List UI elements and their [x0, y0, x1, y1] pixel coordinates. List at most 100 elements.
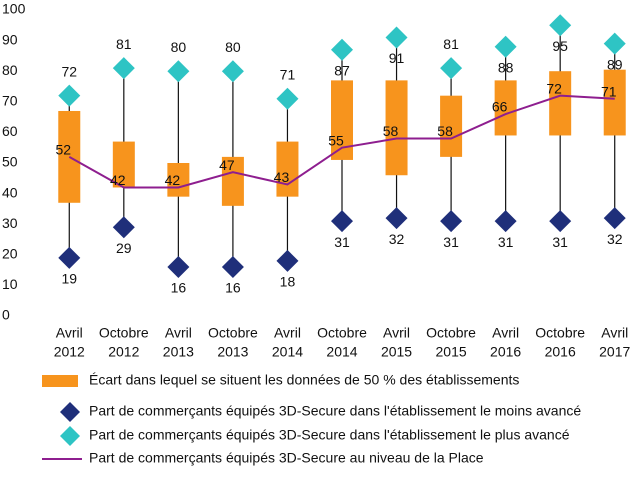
data-label: 71 — [601, 83, 617, 99]
data-label: 31 — [552, 234, 568, 250]
y-tick-label: 20 — [2, 246, 18, 262]
diamond-marker — [331, 210, 353, 233]
data-label: 16 — [225, 280, 241, 296]
diamond-marker — [112, 57, 135, 80]
data-label: 80 — [171, 39, 187, 55]
y-tick-label: 40 — [2, 184, 18, 200]
y-tick-label: 0 — [2, 307, 10, 323]
x-tick-label: 2016 — [490, 344, 521, 360]
range-box — [112, 141, 135, 188]
data-label: 32 — [389, 231, 405, 247]
x-tick-label: 2014 — [326, 344, 357, 360]
x-tick-label: Avril — [165, 325, 192, 341]
diamond-marker — [276, 87, 299, 110]
range-box — [440, 95, 463, 157]
diamond-marker — [440, 57, 463, 80]
diamond-marker — [112, 216, 135, 239]
data-label: 95 — [552, 38, 568, 54]
y-tick-label: 90 — [2, 31, 18, 47]
data-label: 71 — [280, 66, 296, 82]
data-label: 18 — [280, 274, 296, 290]
y-tick-label: 70 — [2, 93, 18, 109]
diamond-marker — [385, 26, 408, 49]
diamond-marker — [385, 207, 408, 230]
range-box — [549, 71, 572, 136]
data-label: 87 — [334, 62, 350, 78]
data-label: 43 — [274, 169, 290, 185]
x-tick-label: 2012 — [54, 344, 85, 360]
data-label: 58 — [437, 123, 453, 139]
y-tick-label: 50 — [2, 154, 18, 170]
data-label: 72 — [61, 63, 77, 79]
y-tick-label: 30 — [2, 215, 18, 231]
data-label: 81 — [443, 36, 459, 52]
legend-label: Part de commerçants équipés 3D-Secure da… — [89, 427, 570, 443]
data-label: 66 — [492, 99, 508, 115]
x-tick-label: Avril — [492, 325, 519, 341]
diamond-marker — [549, 210, 572, 233]
diamond-marker — [58, 246, 81, 269]
x-tick-label: 2015 — [381, 344, 412, 360]
range-box — [221, 156, 244, 206]
range-box — [385, 80, 408, 176]
data-label: 81 — [116, 36, 132, 52]
data-label: 47 — [219, 157, 235, 173]
diamond-marker — [167, 256, 190, 279]
data-label: 29 — [116, 240, 132, 256]
data-label: 16 — [171, 280, 187, 296]
y-tick-label: 60 — [2, 123, 18, 139]
y-tick-label: 80 — [2, 62, 18, 78]
x-tick-label: 2013 — [217, 344, 248, 360]
diamond-marker — [221, 256, 244, 279]
range-box — [494, 80, 517, 136]
legend-label: Écart dans lequel se situent les données… — [89, 372, 519, 388]
x-tick-label: 2012 — [108, 344, 139, 360]
data-label: 58 — [383, 123, 399, 139]
x-tick-label: 2013 — [163, 344, 194, 360]
diamond-marker — [58, 84, 81, 107]
data-label: 31 — [443, 234, 459, 250]
data-label: 91 — [389, 50, 405, 66]
x-tick-label: 2016 — [545, 344, 576, 360]
x-tick-label: Avril — [56, 325, 83, 341]
legend-label: Part de commerçants équipés 3D-Secure da… — [89, 403, 581, 419]
data-label: 32 — [607, 231, 623, 247]
x-tick-label: Octobre — [535, 325, 585, 341]
x-tick-label: Avril — [383, 325, 410, 341]
data-label: 42 — [110, 172, 126, 188]
x-tick-label: Octobre — [426, 325, 476, 341]
x-tick-label: 2015 — [436, 344, 467, 360]
diamond-marker — [167, 60, 190, 83]
data-label: 72 — [546, 80, 562, 96]
y-tick-label: 10 — [2, 276, 18, 292]
legend-swatch — [42, 375, 78, 387]
diamond-marker — [549, 14, 572, 37]
legend-label: Part de commerçants équipés 3D-Secure au… — [89, 450, 484, 466]
legend-swatch — [60, 426, 80, 446]
data-label: 80 — [225, 39, 241, 55]
y-tick-label: 100 — [2, 1, 26, 17]
x-tick-label: 2014 — [272, 344, 303, 360]
data-label: 19 — [61, 271, 77, 287]
data-label: 31 — [334, 234, 350, 250]
x-tick-label: Octobre — [99, 325, 149, 341]
diamond-marker — [603, 207, 626, 230]
data-label: 42 — [165, 172, 181, 188]
diamond-marker — [494, 35, 517, 58]
legend-swatch — [60, 402, 80, 422]
x-tick-label: Octobre — [208, 325, 258, 341]
range-box — [331, 80, 353, 160]
diamond-marker — [276, 249, 299, 272]
x-tick-label: Avril — [601, 325, 628, 341]
data-label: 89 — [607, 56, 623, 72]
x-tick-label: Avril — [274, 325, 301, 341]
data-label: 31 — [498, 234, 514, 250]
data-label: 88 — [498, 59, 514, 75]
diamond-marker — [440, 210, 463, 233]
diamond-marker — [221, 60, 244, 83]
x-tick-label: Octobre — [317, 325, 367, 341]
data-label: 52 — [55, 142, 71, 158]
x-tick-label: 2017 — [599, 344, 630, 360]
